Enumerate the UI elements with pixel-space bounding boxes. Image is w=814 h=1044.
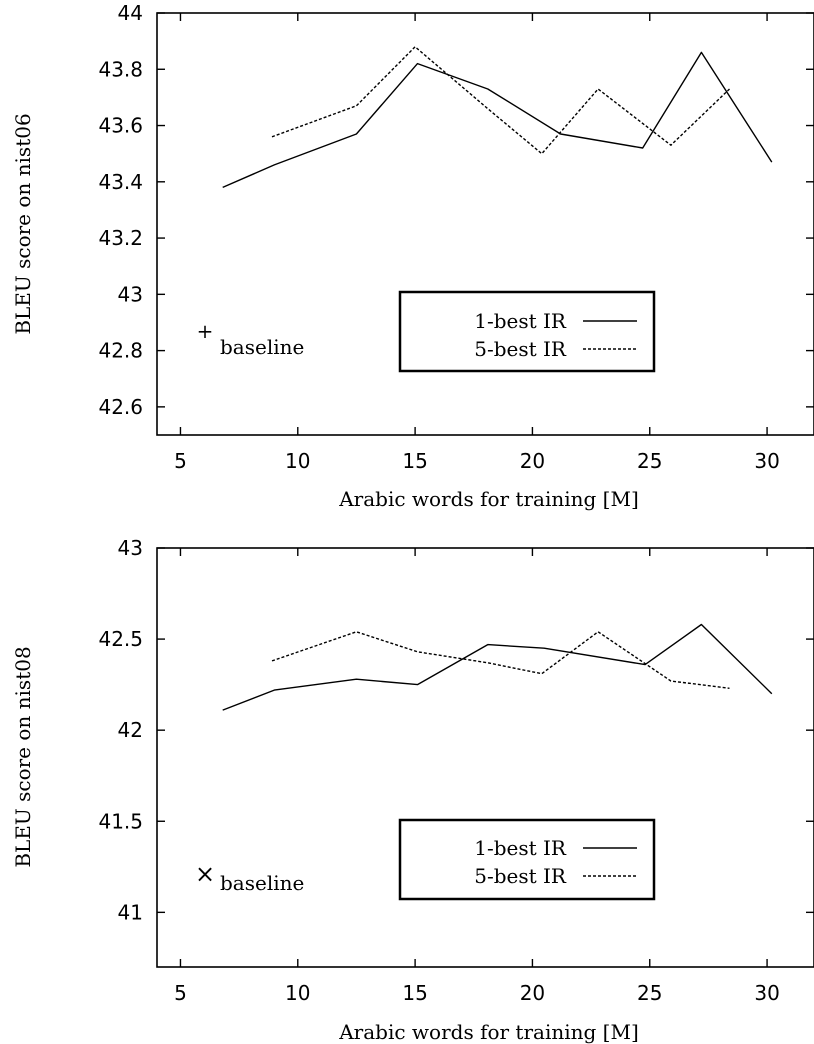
legend-label-1best: 1-best IR bbox=[474, 836, 567, 860]
x-tick-label: 10 bbox=[285, 981, 310, 1005]
y-tick-label: 42 bbox=[118, 718, 143, 742]
baseline-label: baseline bbox=[220, 871, 304, 895]
x-tick-label: 25 bbox=[637, 981, 662, 1005]
baseline-marker: + bbox=[197, 319, 214, 343]
tick-marks bbox=[157, 12, 814, 435]
baseline-marker: × bbox=[195, 860, 215, 888]
x-axis-label: Arabic words for training [M] bbox=[338, 487, 639, 511]
y-tick-label: 43.6 bbox=[98, 114, 143, 138]
y-tick-label: 41.5 bbox=[98, 809, 143, 833]
chart-nist08: 5 10 15 20 25 30 41 41.5 42 42.5 43 × baseline 1-b… bbox=[11, 536, 814, 1044]
tick-marks bbox=[157, 547, 814, 967]
legend-box bbox=[398, 290, 656, 373]
x-tick-label: 15 bbox=[402, 981, 427, 1005]
x-tick-label: 20 bbox=[520, 449, 545, 473]
x-tick-label: 25 bbox=[637, 449, 662, 473]
series-lines bbox=[222, 623, 773, 711]
y-tick-label: 41 bbox=[118, 900, 143, 924]
legend-box bbox=[398, 818, 656, 901]
tick-labels: 5 10 15 20 25 30 41 41.5 42 42.5 43 bbox=[98, 536, 779, 1005]
plot-frame bbox=[156, 12, 814, 436]
y-tick-label: 44 bbox=[118, 1, 143, 25]
legend-label-5best: 5-best IR bbox=[474, 864, 567, 888]
y-tick-label: 42.8 bbox=[98, 339, 143, 363]
series-line-1best bbox=[222, 51, 773, 189]
legend: 1-best IR 5-best IR bbox=[398, 818, 656, 901]
chart-nist06: 5 10 15 20 25 3042.642.84343.243.443.643.844 … bbox=[11, 1, 814, 511]
x-tick-label: 5 bbox=[174, 981, 187, 1005]
series-line-5best bbox=[271, 46, 730, 155]
tick-labels: 5 10 15 20 25 30 42.6 42.8 43 43.2 43.4 43.6 43.8 44 bbox=[98, 1, 779, 473]
y-tick-label: 43.2 bbox=[98, 226, 143, 250]
x-tick-label: 20 bbox=[520, 981, 545, 1005]
baseline-annotation: + baseline bbox=[197, 319, 305, 359]
y-tick-label: 43 bbox=[118, 536, 143, 560]
legend-label-5best: 5-best IR bbox=[474, 337, 567, 361]
x-tick-label: 30 bbox=[754, 449, 779, 473]
x-tick-label: 5 bbox=[174, 449, 187, 473]
y-tick-label: 42.5 bbox=[98, 627, 143, 651]
y-axis-label: BLEU score on nist08 bbox=[11, 646, 35, 867]
y-tick-label: 42.6 bbox=[98, 395, 143, 419]
x-tick-label: 30 bbox=[754, 981, 779, 1005]
baseline-label: baseline bbox=[220, 335, 304, 359]
plot-frame bbox=[156, 547, 814, 968]
series-line-1best bbox=[222, 623, 773, 711]
legend: 1-best IR 5-best IR bbox=[398, 290, 656, 373]
y-tick-label: 43.4 bbox=[98, 170, 143, 194]
series-lines bbox=[222, 46, 773, 189]
series-line-5best bbox=[271, 631, 730, 689]
x-axis-label: Arabic words for training [M] bbox=[338, 1020, 639, 1044]
y-tick-label: 43 bbox=[118, 282, 143, 306]
x-tick-label: 15 bbox=[402, 449, 427, 473]
legend-label-1best: 1-best IR bbox=[474, 309, 567, 333]
x-tick-label: 10 bbox=[285, 449, 310, 473]
y-axis-label: BLEU score on nist06 bbox=[11, 113, 35, 334]
y-tick-label: 43.8 bbox=[98, 57, 143, 81]
baseline-annotation: × baseline bbox=[195, 860, 304, 895]
